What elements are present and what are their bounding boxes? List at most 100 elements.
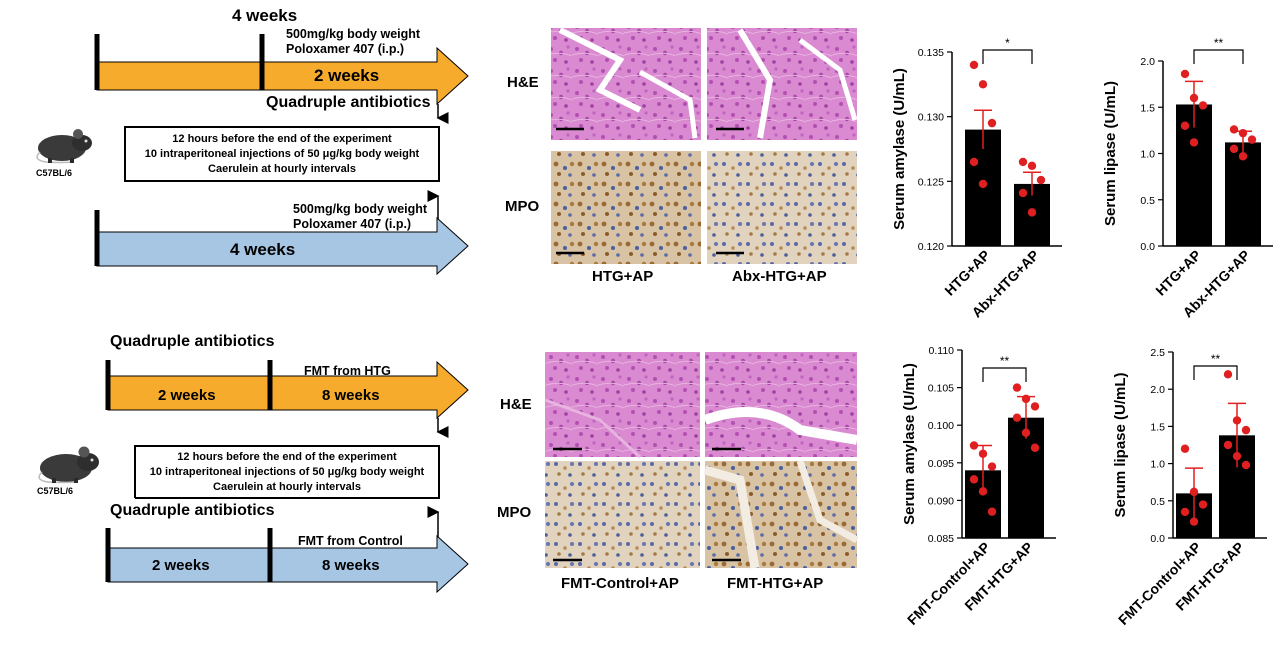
chart4-ytick-label: 2.0 xyxy=(1150,384,1165,396)
chart4-point xyxy=(1189,487,1199,497)
top-blue-bar-label: 4 weeks xyxy=(230,240,296,259)
bottom-orange-left-label: 2 weeks xyxy=(158,387,216,404)
chart1-point xyxy=(1027,208,1037,217)
chart4-point xyxy=(1180,444,1190,453)
bottom-box-line3: Caerulein at hourly intervals xyxy=(213,481,361,493)
chart4-significance-label: ** xyxy=(1211,352,1221,366)
bottom-box-line1: 12 hours before the end of the experimen… xyxy=(177,451,397,463)
chart3-significance-label: ** xyxy=(1000,354,1010,368)
chart2-point xyxy=(1238,128,1248,138)
top-box-line3: Caerulein at hourly intervals xyxy=(208,163,356,175)
chart4-point xyxy=(1232,451,1242,461)
top-box-line2: 10 intraperitoneal injections of 50 μg/k… xyxy=(144,148,420,160)
top-dose-line2: Poloxamer 407 (i.p.) xyxy=(286,42,405,56)
chart1-point xyxy=(1036,175,1046,185)
chart1-point xyxy=(987,118,997,128)
bottom-fmt-control: FMT from Control xyxy=(298,534,403,548)
bottom-row-label-he: H&E xyxy=(500,396,532,413)
chart2-ytick-label: 1.5 xyxy=(1140,102,1155,114)
top-antibiotics-label: Quadruple antibiotics xyxy=(266,94,431,111)
bottom-orange-timeline xyxy=(105,360,469,420)
chart3-point xyxy=(1030,443,1040,452)
chart3-point xyxy=(978,487,988,496)
chart4-point xyxy=(1241,425,1251,435)
he-image-fmt-htg-ap xyxy=(703,352,858,457)
top-dose2-line2: Poloxamer 407 (i.p.) xyxy=(293,217,412,231)
top-mouse-strain: C57BL/6 xyxy=(36,168,73,178)
chart3-ytick-label: 0.105 xyxy=(928,383,954,395)
chart2-point xyxy=(1229,144,1239,154)
chart3-ytick-label: 0.110 xyxy=(929,345,955,357)
chart4-point xyxy=(1198,500,1208,509)
bottom-blue-right-label: 8 weeks xyxy=(322,557,380,574)
top-orange-timeline xyxy=(94,34,469,106)
chart4-point xyxy=(1189,517,1199,526)
chart4-ytick-label: 1.0 xyxy=(1150,459,1165,471)
mpo-image-fmt-htg-ap xyxy=(703,459,859,569)
top-row-label-mpo: MPO xyxy=(505,198,540,215)
mpo-image-htg-ap xyxy=(551,151,701,264)
he-image-abx-htg-ap xyxy=(707,28,858,140)
chart1-significance-bracket xyxy=(982,49,1033,64)
chart1-point xyxy=(969,60,979,70)
chart2-point xyxy=(1238,152,1248,161)
chart2-point xyxy=(1180,121,1190,130)
chart4-significance-bracket xyxy=(1193,365,1238,380)
chart4-ytick-label: 0.0 xyxy=(1150,533,1165,545)
chart2-ytick-label: 0.0 xyxy=(1140,241,1155,253)
bottom-col-label-fmt-control-ap: FMT-Control+AP xyxy=(561,575,679,592)
chart3-point xyxy=(1012,383,1022,392)
chart2-category-label-1: HTG+AP xyxy=(1152,247,1204,299)
chart1-category-label-1: HTG+AP xyxy=(941,247,993,299)
top-col-label-htg-ap: HTG+AP xyxy=(592,268,654,285)
top-box-line1: 12 hours before the end of the experimen… xyxy=(172,133,392,145)
chart3-point xyxy=(987,462,997,471)
top-row-label-he: H&E xyxy=(507,74,539,91)
chart4-ytick-label: 2.5 xyxy=(1150,347,1165,359)
chart2-ylabel: Serum lipase (U/mL) xyxy=(1102,81,1119,226)
chart4-point xyxy=(1180,507,1190,517)
bottom-mouse-strain: C57BL/6 xyxy=(37,486,74,496)
chart1-ytick-label: 0.135 xyxy=(918,47,944,59)
chart3-ytick-label: 0.100 xyxy=(928,420,954,432)
bottom-blue-left-label: 2 weeks xyxy=(152,557,210,574)
bottom-antibiotics-top: Quadruple antibiotics xyxy=(110,333,275,350)
chart3-point xyxy=(1021,394,1031,404)
chart3-significance-bracket xyxy=(982,367,1027,382)
chart2-ytick-label: 0.5 xyxy=(1140,195,1155,207)
chart1-point xyxy=(1018,188,1028,198)
chart2-significance-label: ** xyxy=(1214,36,1224,50)
bottom-blue-timeline xyxy=(105,528,469,594)
chart2-ytick-label: 1.0 xyxy=(1140,149,1155,161)
chart3-ytick-label: 0.095 xyxy=(928,458,954,470)
chart3-ylabel: Serum amylase (U/mL) xyxy=(901,363,918,525)
bottom-row-label-mpo: MPO xyxy=(497,504,532,521)
chart4-ytick-label: 1.5 xyxy=(1150,421,1165,433)
chart1-point xyxy=(1027,161,1037,171)
chart3-point xyxy=(1021,428,1031,437)
chart3-point xyxy=(969,475,979,484)
top-caerulein-box xyxy=(124,126,440,182)
chart1-ylabel: Serum amylase (U/mL) xyxy=(891,68,908,230)
mpo-image-abx-htg-ap xyxy=(707,151,857,264)
chart1-ytick-label: 0.130 xyxy=(918,112,944,124)
chart2-significance-bracket xyxy=(1193,49,1244,64)
chart1-point xyxy=(978,80,988,89)
chart2-point xyxy=(1247,135,1257,144)
chart3-ytick-label: 0.090 xyxy=(928,495,954,507)
bottom-col-label-fmt-htg-ap: FMT-HTG+AP xyxy=(727,575,824,592)
chart3-point xyxy=(1030,402,1040,411)
chart3-point xyxy=(987,507,997,516)
bottom-caerulein-box xyxy=(134,445,440,499)
chart1-point xyxy=(1018,157,1028,167)
chart1-point xyxy=(978,179,988,189)
chart1-ytick-label: 0.120 xyxy=(918,241,944,253)
he-image-fmt-control-ap xyxy=(544,352,700,459)
bottom-orange-right-label: 8 weeks xyxy=(322,387,380,404)
top-dose-line1: 500mg/kg body weight xyxy=(286,27,421,41)
chart4-point xyxy=(1223,440,1233,450)
mouse-icon xyxy=(36,129,92,164)
chart1-significance-label: * xyxy=(1005,36,1010,50)
he-image-htg-ap xyxy=(551,27,701,140)
